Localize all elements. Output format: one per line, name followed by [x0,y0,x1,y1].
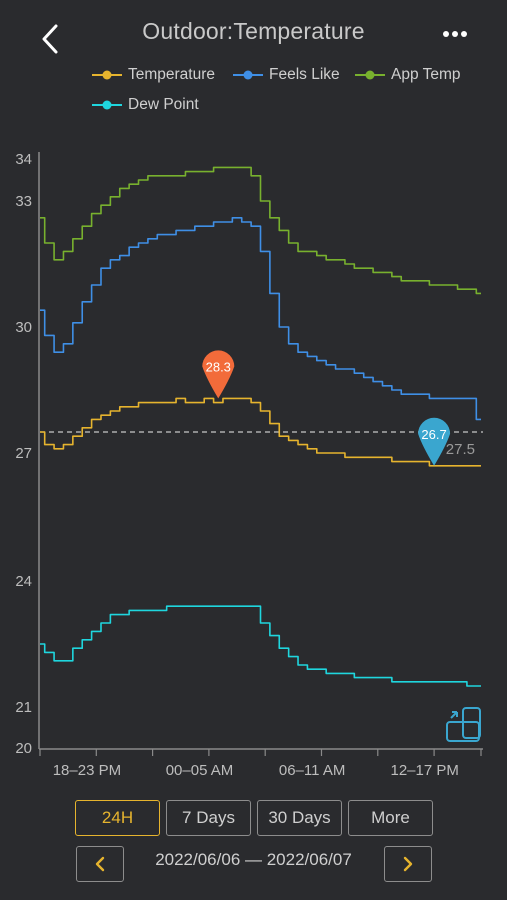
landscape-rotate-icon[interactable] [446,707,481,742]
back-button[interactable] [38,22,68,56]
series-line-app-temp[interactable] [40,166,481,295]
y-tick-label: 21 [15,699,32,716]
max-value-marker[interactable] [202,350,235,399]
range-7days-button[interactable]: 7 Days [166,800,251,836]
more-menu-button[interactable] [441,24,471,44]
reference-line-label: 27.5 [446,441,475,458]
legend-label: Feels Like [269,66,340,83]
legend-item-temperature[interactable]: Temperature [92,66,215,84]
next-period-button[interactable] [384,846,432,882]
series-line-dew-point[interactable] [40,605,481,687]
previous-period-button[interactable] [76,846,124,882]
y-tick-label: 27 [15,445,32,462]
legend-label: Temperature [128,66,216,83]
min-value-marker[interactable] [418,417,451,466]
legend-label: App Temp [391,66,461,83]
y-tick-label: 34 [15,151,32,168]
y-tick-label: 33 [15,193,32,210]
x-tick-label: 06–11 AM [279,762,345,779]
marker-label: 26.7 [421,427,446,442]
legend-line-marker-icon [355,70,385,80]
y-tick-label: 20 [15,740,32,757]
marker-label: 28.3 [206,359,231,374]
page-title: Outdoor:Temperature [142,18,365,44]
temperature-chart[interactable]: 20 21 24 27 30 33 34 18–23 PM 00–05 AM 06–11 AM 12… [0,140,507,780]
chevron-left-icon [42,24,58,54]
x-tick-label: 12–17 PM [391,762,459,779]
chevron-right-icon [403,856,413,872]
y-tick-label: 24 [15,573,32,590]
series-line-temperature[interactable] [40,397,481,467]
legend-item-dew-point[interactable]: Dew Point [92,96,199,114]
series-line-feels-like[interactable] [40,217,481,421]
legend-item-app-temp[interactable]: App Temp [355,66,461,84]
x-tick-label: 18–23 PM [53,762,121,779]
date-range-label: 2022/06/06 — 2022/06/07 [155,850,352,869]
more-dots-icon [443,31,467,37]
legend-label: Dew Point [128,96,199,113]
range-more-button[interactable]: More [348,800,433,836]
legend-line-marker-icon [92,100,122,110]
top-bar: Outdoor:Temperature [0,0,507,66]
legend-item-feels-like[interactable]: Feels Like [233,66,340,84]
range-30days-button[interactable]: 30 Days [257,800,342,836]
range-24h-button[interactable]: 24H [75,800,160,836]
legend-line-marker-icon [92,70,122,80]
y-tick-label: 30 [15,319,32,336]
x-tick-label: 00–05 AM [166,762,234,779]
legend-line-marker-icon [233,70,263,80]
chevron-left-icon [95,856,105,872]
